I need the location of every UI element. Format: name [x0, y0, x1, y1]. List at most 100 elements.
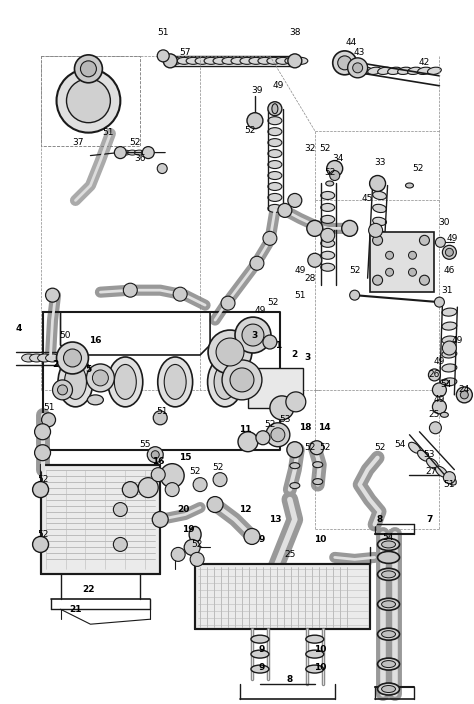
- Ellipse shape: [294, 57, 308, 64]
- Circle shape: [266, 423, 290, 447]
- Circle shape: [288, 194, 302, 208]
- Text: 52: 52: [267, 298, 279, 307]
- Circle shape: [171, 548, 185, 561]
- Text: 44: 44: [346, 39, 357, 47]
- Ellipse shape: [251, 665, 269, 673]
- Ellipse shape: [108, 357, 143, 407]
- Ellipse shape: [321, 215, 335, 223]
- Circle shape: [330, 170, 340, 180]
- Circle shape: [56, 69, 120, 132]
- Text: 52: 52: [264, 420, 275, 429]
- Ellipse shape: [168, 57, 182, 64]
- Circle shape: [244, 529, 260, 544]
- Circle shape: [327, 161, 343, 177]
- Text: 57: 57: [179, 49, 191, 58]
- Text: 51: 51: [444, 480, 455, 489]
- Ellipse shape: [258, 57, 272, 64]
- Ellipse shape: [440, 379, 448, 384]
- Text: 8: 8: [376, 515, 383, 524]
- Circle shape: [370, 175, 385, 191]
- Ellipse shape: [382, 601, 395, 608]
- Ellipse shape: [64, 365, 86, 399]
- Text: 45: 45: [362, 194, 374, 203]
- Text: 52: 52: [244, 126, 255, 135]
- Circle shape: [373, 275, 383, 285]
- Circle shape: [256, 431, 270, 445]
- Text: 16: 16: [152, 457, 164, 466]
- Text: 11: 11: [239, 425, 251, 434]
- Circle shape: [151, 467, 165, 482]
- Text: 7: 7: [426, 515, 433, 524]
- Text: 5: 5: [85, 365, 91, 375]
- Ellipse shape: [418, 451, 429, 461]
- Text: 49: 49: [434, 358, 445, 367]
- Circle shape: [436, 237, 446, 247]
- Ellipse shape: [373, 256, 386, 265]
- Text: 52: 52: [191, 540, 203, 549]
- Ellipse shape: [37, 354, 52, 362]
- Text: 46: 46: [444, 265, 455, 275]
- Ellipse shape: [378, 683, 400, 695]
- Text: 52: 52: [319, 444, 330, 452]
- Text: 8: 8: [287, 674, 293, 684]
- Text: 51: 51: [294, 291, 306, 300]
- Ellipse shape: [398, 67, 411, 75]
- Text: 32: 32: [304, 144, 316, 153]
- Circle shape: [207, 496, 223, 513]
- Circle shape: [66, 79, 110, 122]
- Ellipse shape: [373, 243, 386, 251]
- Ellipse shape: [268, 161, 282, 168]
- Circle shape: [409, 268, 417, 276]
- Circle shape: [114, 146, 127, 158]
- Text: 14: 14: [319, 423, 331, 432]
- Ellipse shape: [231, 57, 245, 64]
- Circle shape: [308, 253, 322, 268]
- Circle shape: [122, 482, 138, 498]
- Ellipse shape: [268, 149, 282, 158]
- Ellipse shape: [382, 686, 395, 693]
- Circle shape: [456, 387, 472, 403]
- Ellipse shape: [114, 365, 137, 399]
- Circle shape: [287, 441, 303, 458]
- Ellipse shape: [409, 442, 420, 453]
- Circle shape: [81, 61, 96, 77]
- Circle shape: [385, 268, 393, 276]
- Circle shape: [419, 235, 429, 245]
- Circle shape: [443, 472, 456, 484]
- Ellipse shape: [164, 365, 186, 399]
- Text: 3: 3: [252, 331, 258, 339]
- Circle shape: [221, 296, 235, 310]
- Circle shape: [64, 349, 82, 367]
- Ellipse shape: [313, 462, 323, 467]
- Ellipse shape: [440, 413, 448, 417]
- Circle shape: [113, 503, 128, 517]
- Circle shape: [288, 54, 302, 68]
- Ellipse shape: [268, 172, 282, 180]
- Circle shape: [460, 391, 468, 399]
- Circle shape: [153, 411, 167, 425]
- Text: 9: 9: [259, 535, 265, 544]
- Text: 49: 49: [434, 396, 445, 404]
- Ellipse shape: [268, 204, 282, 213]
- Ellipse shape: [373, 230, 386, 239]
- Circle shape: [385, 251, 393, 259]
- Text: 52: 52: [190, 467, 201, 476]
- Circle shape: [278, 203, 292, 218]
- Circle shape: [238, 432, 258, 452]
- Circle shape: [442, 245, 456, 259]
- Ellipse shape: [58, 357, 93, 407]
- Circle shape: [33, 536, 48, 553]
- Circle shape: [337, 56, 352, 70]
- Bar: [370, 232, 434, 292]
- Circle shape: [57, 385, 67, 395]
- Text: 2: 2: [53, 360, 59, 370]
- Bar: [195, 565, 370, 629]
- Ellipse shape: [445, 474, 456, 485]
- Circle shape: [442, 341, 456, 355]
- Text: 54: 54: [382, 533, 393, 542]
- Circle shape: [216, 338, 244, 366]
- Ellipse shape: [313, 479, 323, 484]
- Circle shape: [142, 146, 154, 158]
- Circle shape: [434, 297, 445, 307]
- Text: 16: 16: [89, 336, 101, 344]
